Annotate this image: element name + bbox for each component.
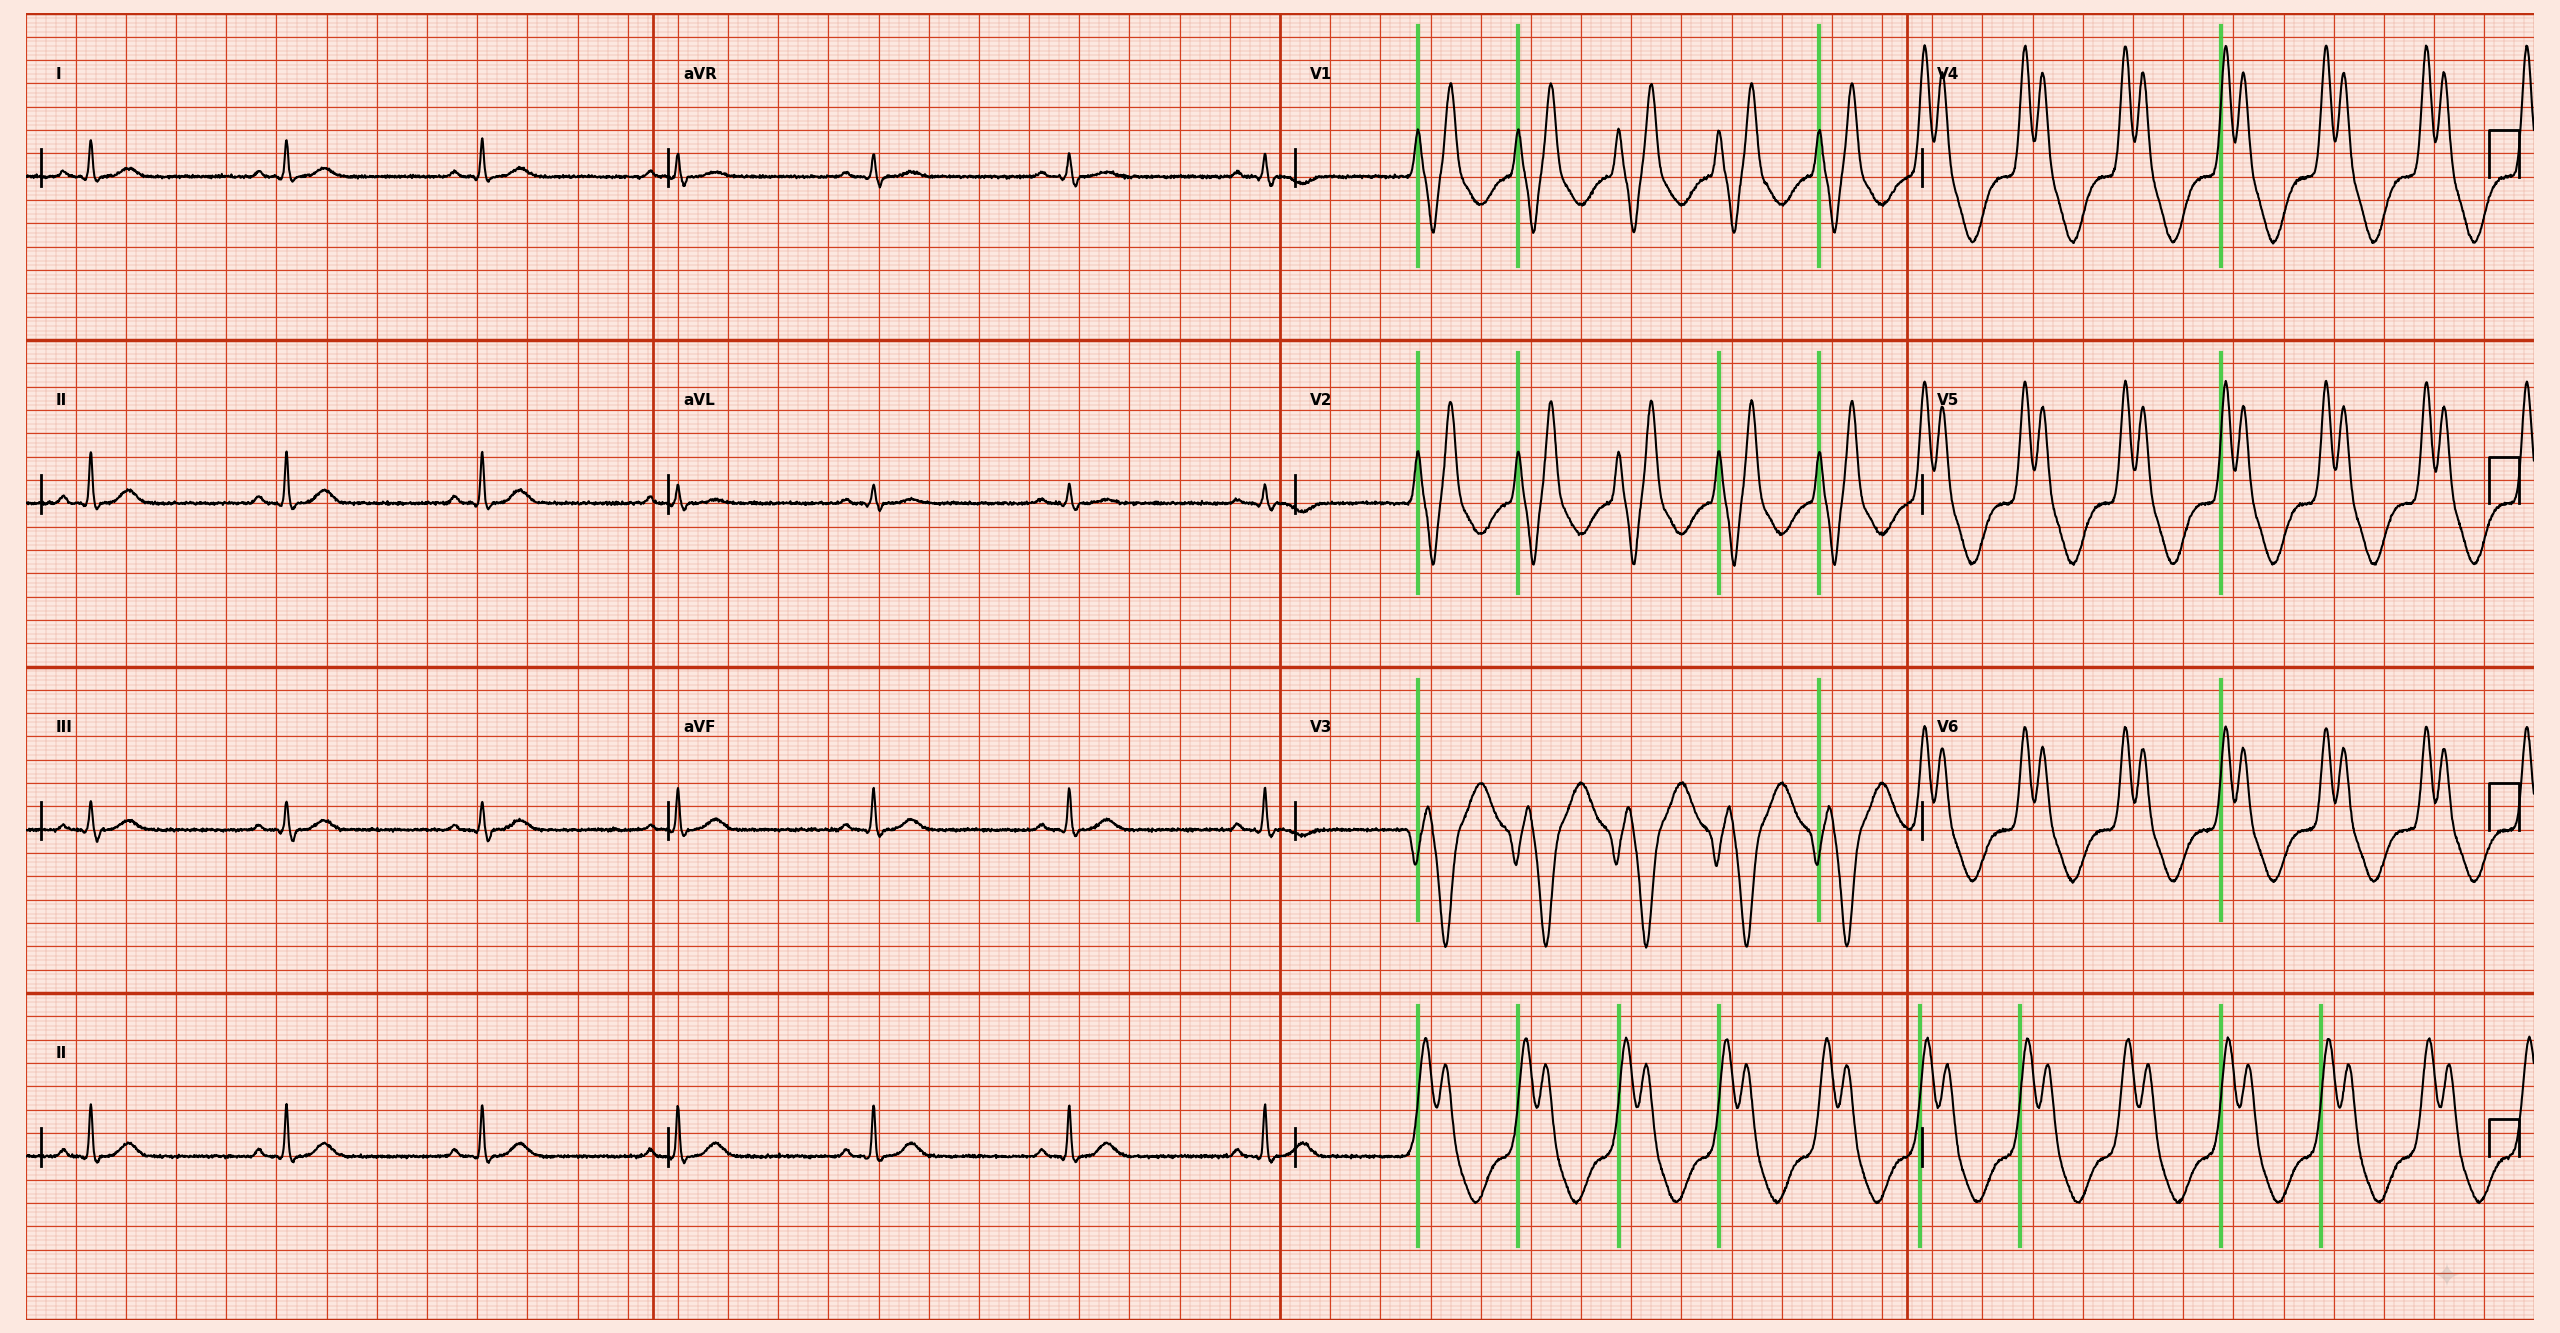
Text: V3: V3: [1311, 720, 1334, 734]
Text: I: I: [56, 67, 61, 81]
Text: ✦: ✦: [2432, 1261, 2460, 1294]
Text: aVL: aVL: [684, 393, 714, 408]
Text: aVR: aVR: [684, 67, 717, 81]
Text: III: III: [56, 720, 72, 734]
Text: II: II: [56, 1046, 67, 1061]
Text: V4: V4: [1938, 67, 1961, 81]
Text: V5: V5: [1938, 393, 1961, 408]
Text: II: II: [56, 393, 67, 408]
Text: V2: V2: [1311, 393, 1334, 408]
Text: V1: V1: [1311, 67, 1331, 81]
Text: V6: V6: [1938, 720, 1961, 734]
Text: aVF: aVF: [684, 720, 714, 734]
